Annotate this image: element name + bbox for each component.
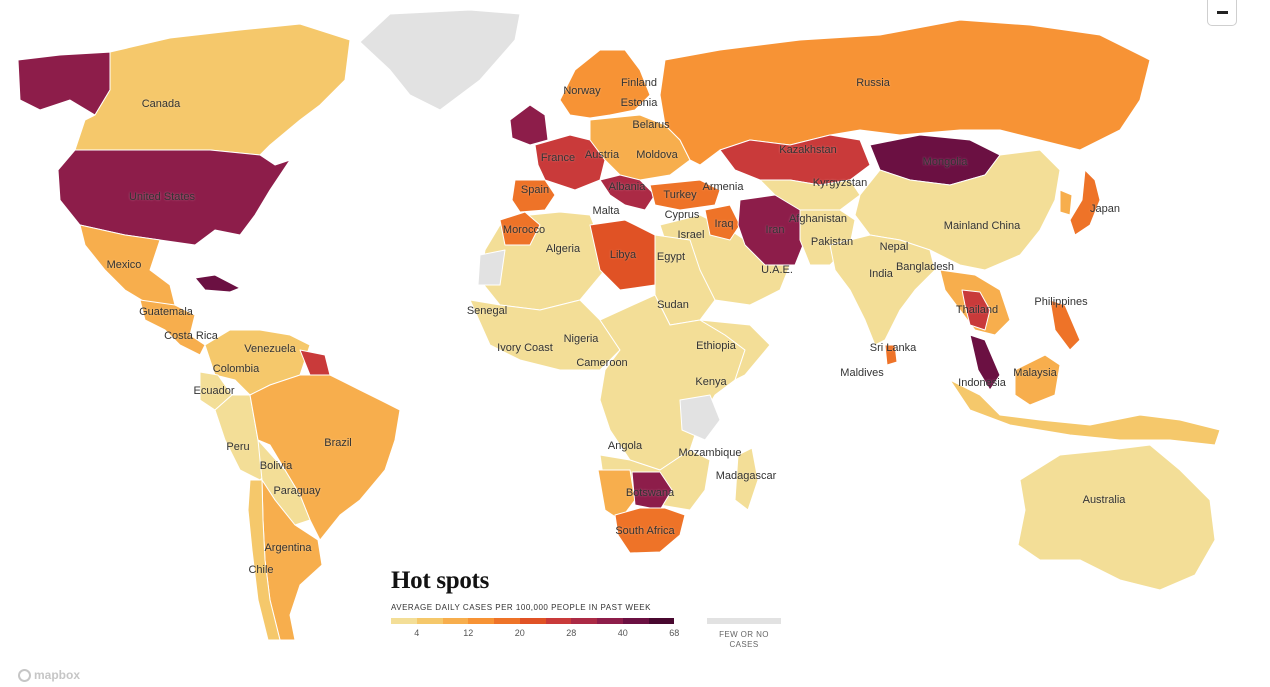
- region-scandinavia[interactable]: [559, 49, 651, 119]
- region-botswana[interactable]: [631, 471, 673, 511]
- region-india[interactable]: [829, 234, 936, 346]
- region-thailand[interactable]: [961, 289, 991, 331]
- legend-tick-label: 40: [617, 628, 628, 638]
- region-malay-peninsula[interactable]: [969, 334, 1001, 391]
- legend-swatch: [442, 618, 469, 624]
- region-alaska[interactable]: [17, 51, 113, 116]
- zoom-out-button[interactable]: [1207, 0, 1237, 26]
- region-indonesia[interactable]: [949, 379, 1221, 446]
- legend-ticks: 4 12 20 28 40 68: [391, 628, 701, 642]
- region-horn-of-africa[interactable]: [699, 319, 771, 381]
- mapbox-logo[interactable]: mapbox: [18, 668, 80, 682]
- region-turkey[interactable]: [649, 179, 721, 211]
- legend-no-data-label: FEW OR NO CASES: [719, 630, 769, 649]
- legend-tick-label: 20: [514, 628, 525, 638]
- region-brazil[interactable]: [249, 374, 401, 541]
- region-uk-ireland[interactable]: [509, 104, 549, 146]
- minus-icon: [1216, 11, 1228, 14]
- region-russia[interactable]: [659, 19, 1151, 166]
- region-sri-lanka[interactable]: [884, 344, 898, 366]
- mapbox-icon: [18, 668, 31, 682]
- region-caribbean[interactable]: [194, 274, 241, 293]
- legend-title: Hot spots: [391, 567, 490, 594]
- region-canada[interactable]: [74, 23, 351, 156]
- region-chile[interactable]: [247, 479, 281, 641]
- region-kazakhstan[interactable]: [719, 134, 871, 186]
- region-west-africa[interactable]: [469, 299, 621, 371]
- region-korea[interactable]: [1059, 189, 1073, 216]
- region-australia[interactable]: [1017, 444, 1216, 591]
- legend-tick-label: 28: [566, 628, 577, 638]
- region-iran[interactable]: [737, 194, 806, 266]
- legend-swatch: [494, 618, 520, 624]
- legend-swatch: [622, 618, 649, 624]
- region-western-sahara: [477, 249, 506, 286]
- region-united-states[interactable]: [57, 149, 291, 246]
- region-japan[interactable]: [1069, 169, 1101, 236]
- legend-tick-label: 4: [414, 628, 420, 638]
- legend-swatch: [545, 618, 572, 624]
- region-south-africa[interactable]: [614, 507, 686, 554]
- region-morocco[interactable]: [499, 211, 541, 246]
- legend-subtitle: AVERAGE DAILY CASES PER 100,000 PEOPLE I…: [391, 603, 651, 612]
- legend-tick-label: 68: [669, 628, 680, 638]
- region-namibia[interactable]: [597, 469, 636, 521]
- region-tanzania: [679, 394, 721, 441]
- region-central-europe[interactable]: [589, 114, 691, 181]
- region-iraq[interactable]: [704, 204, 741, 241]
- region-libya[interactable]: [589, 219, 656, 291]
- region-iberia[interactable]: [511, 179, 556, 213]
- legend-swatch: [597, 618, 623, 624]
- region-italy-balkans[interactable]: [599, 174, 656, 211]
- region-greenland: [359, 9, 521, 111]
- region-central-america[interactable]: [139, 299, 206, 356]
- legend-swatch: [416, 618, 443, 624]
- legend-swatch: [468, 618, 494, 624]
- legend-swatch: [571, 618, 597, 624]
- legend-no-data-swatch: [707, 618, 781, 624]
- legend-swatch: [648, 618, 675, 624]
- region-madagascar[interactable]: [734, 447, 759, 511]
- region-philippines[interactable]: [1049, 299, 1081, 351]
- region-guianas[interactable]: [299, 349, 331, 376]
- legend-tick-label: 12: [463, 628, 474, 638]
- legend: Hot spots AVERAGE DAILY CASES PER 100,00…: [391, 566, 791, 649]
- region-borneo[interactable]: [1014, 354, 1061, 406]
- legend-swatch: [519, 618, 546, 624]
- mapbox-wordmark: mapbox: [34, 668, 81, 682]
- legend-swatch: [391, 618, 417, 624]
- legend-color-scale: [391, 618, 675, 624]
